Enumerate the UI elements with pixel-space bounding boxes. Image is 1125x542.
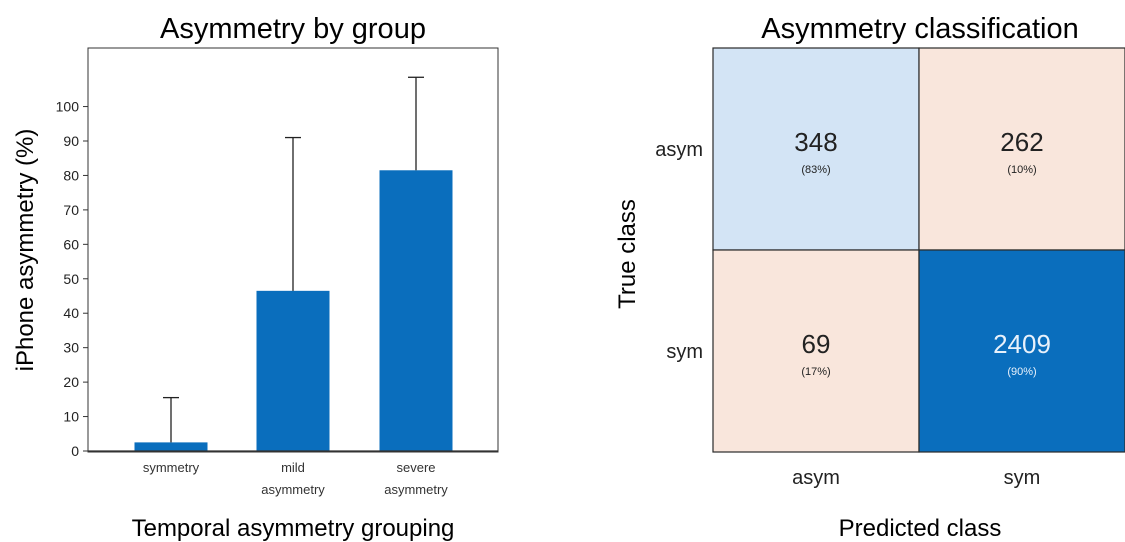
- cm-cell-percent: (90%): [1007, 366, 1036, 378]
- bar: [134, 442, 208, 451]
- cm-y-tick-label: asym: [655, 139, 703, 161]
- cm-x-tick-label: asym: [792, 467, 840, 489]
- bar-plot-frame: [87, 47, 499, 453]
- cm-x-tick-label: sym: [1004, 467, 1041, 489]
- cm-x-axis-title: Predicted class: [839, 515, 1002, 542]
- x-tick-label: asymmetry: [384, 482, 448, 497]
- y-tick-label: 40: [63, 305, 79, 321]
- bar-chart-title: Asymmetry by group: [160, 13, 426, 45]
- y-tick-label: 10: [63, 409, 79, 425]
- cm-cell-count: 69: [802, 329, 831, 359]
- y-tick-label: 30: [63, 340, 79, 356]
- cm-y-axis-title: True class: [614, 199, 641, 309]
- confusion-matrix: Asymmetry classification 348 (83%) 262 (10%…: [614, 13, 1125, 542]
- y-tick-label: 0: [71, 443, 79, 459]
- bar: [256, 290, 330, 451]
- cm-cell: [918, 249, 1125, 453]
- cm-cell-count: 2409: [993, 329, 1051, 359]
- x-tick-label: symmetry: [143, 460, 200, 475]
- y-tick-label: 50: [63, 271, 79, 287]
- y-tick-label: 20: [63, 374, 79, 390]
- cm-cell-count: 348: [794, 127, 837, 157]
- bar-chart: Asymmetry by group 0 10 20 30 40 50 60 70 80 90 10…: [12, 13, 499, 542]
- bar-y-axis-title: iPhone asymmetry (%): [12, 129, 39, 372]
- cm-cell-count: 262: [1000, 127, 1043, 157]
- bar: [379, 170, 453, 451]
- y-tick-label: 60: [63, 236, 79, 252]
- y-tick-label: 100: [56, 99, 80, 115]
- bar-x-axis-title: Temporal asymmetry grouping: [132, 515, 455, 542]
- cm-cell: [918, 47, 1125, 251]
- y-tick-label: 90: [63, 133, 79, 149]
- x-tick-label: severe: [396, 460, 435, 475]
- cm-cell: [712, 249, 920, 453]
- x-tick-label: mild: [281, 460, 305, 475]
- cm-cell-percent: (10%): [1007, 164, 1036, 176]
- cm-title: Asymmetry classification: [761, 13, 1078, 45]
- cm-cell-percent: (83%): [801, 164, 830, 176]
- cm-y-tick-label: sym: [666, 341, 703, 363]
- cm-cell-percent: (17%): [801, 366, 830, 378]
- y-tick-label: 70: [63, 202, 79, 218]
- x-tick-label: asymmetry: [261, 482, 325, 497]
- y-tick-label: 80: [63, 167, 79, 183]
